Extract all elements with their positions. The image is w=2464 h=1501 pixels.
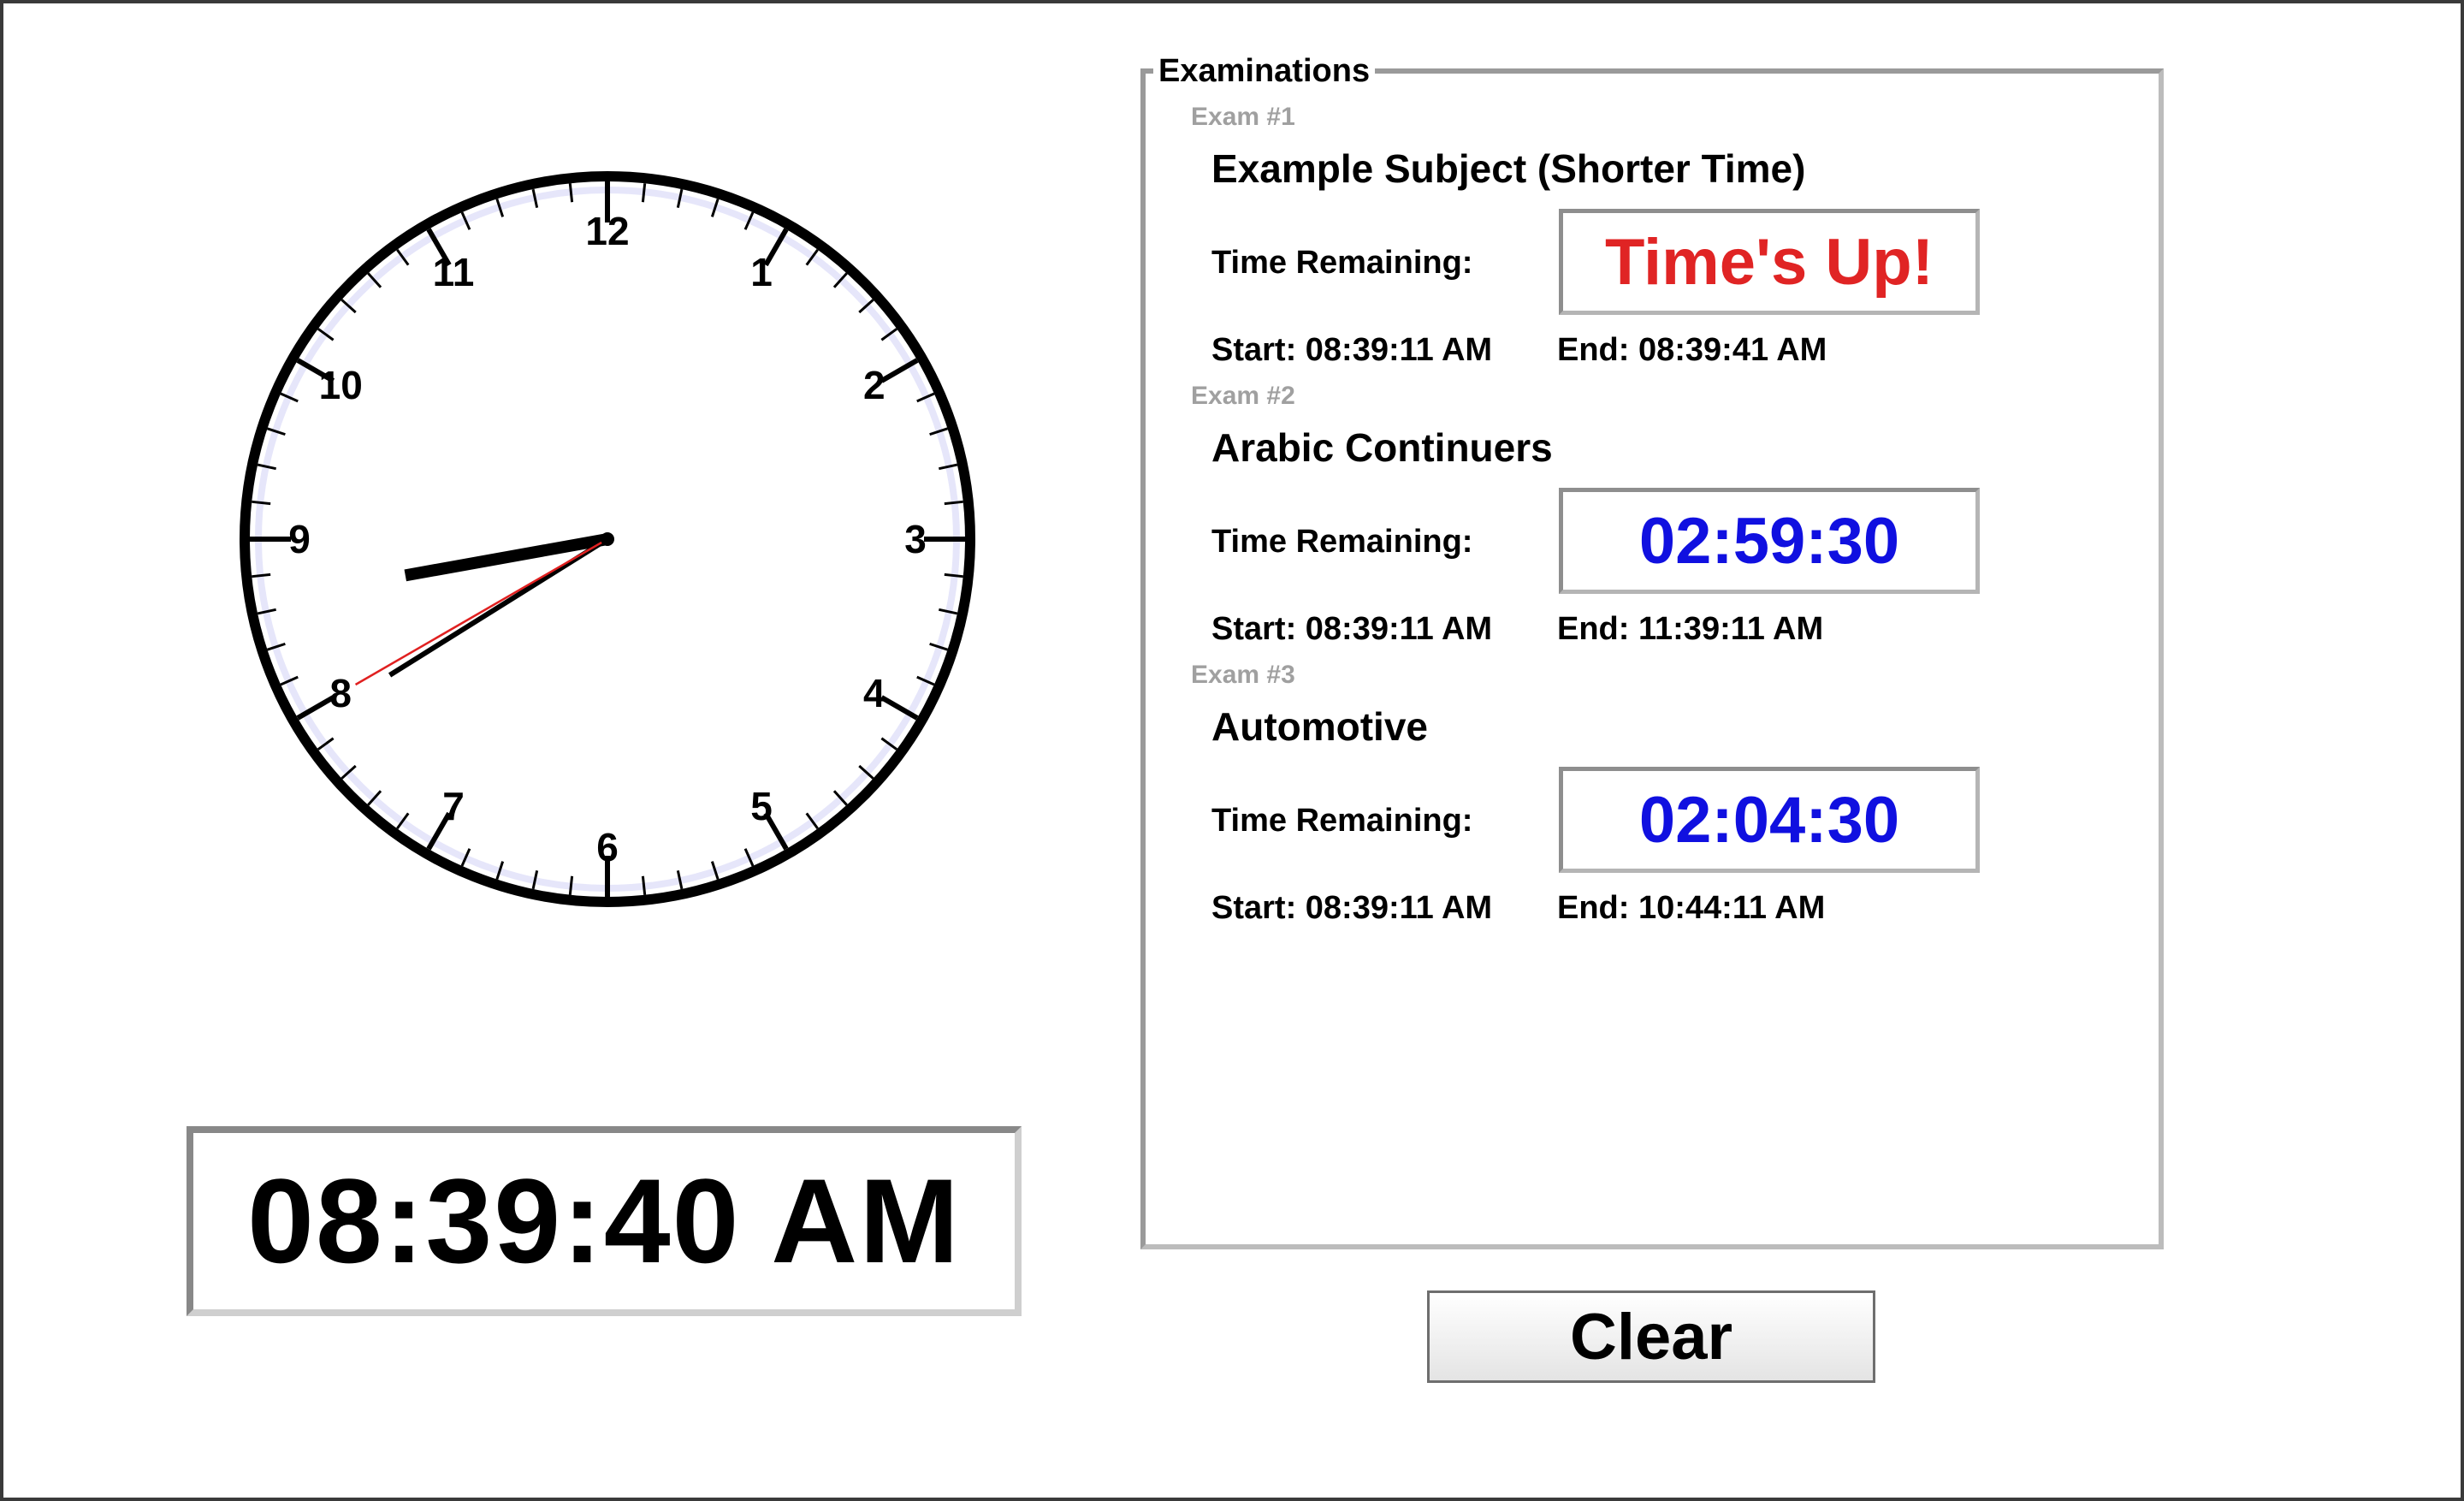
clock-minute-tick (676, 870, 684, 890)
clock-numeral: 2 (863, 363, 886, 407)
clock-minute-tick (531, 870, 539, 890)
exam-number: Exam #3 (1191, 661, 1295, 689)
clock-minute-tick (880, 328, 898, 341)
clock-minute-tick (929, 642, 949, 651)
clock-numeral: 9 (288, 517, 311, 561)
clock-numeral: 11 (433, 250, 475, 294)
clock-minute-tick (743, 211, 755, 230)
clock-hour-tick (296, 695, 335, 721)
clock-minute-tick (341, 764, 357, 780)
clock-hands (354, 532, 614, 686)
clock-numeral: 8 (329, 671, 352, 715)
clock-minute-tick (495, 861, 505, 881)
examinations-panel (1140, 68, 2164, 1249)
clock-minute-tick (929, 427, 949, 436)
clock-minute-tick (396, 248, 410, 266)
clock-hour-hand (404, 533, 609, 582)
clock-hour-tick (763, 811, 789, 851)
clock-minute-tick (460, 211, 471, 230)
exam-subject: Automotive (1211, 704, 1428, 749)
clock-minute-tick (832, 790, 848, 806)
clock-hour-tick (880, 695, 919, 721)
clock-minute-tick (266, 427, 286, 436)
clock-center-pin (601, 532, 614, 546)
clock-hour-tick (880, 358, 919, 383)
exam-end-time: End: 08:39:41 AM (1557, 332, 1827, 368)
clock-minute-tick (341, 299, 357, 314)
clock-minute-tick (495, 198, 505, 217)
clock-hour-tick (426, 811, 452, 851)
clock-minute-tick (916, 392, 935, 403)
clock-minute-tick (858, 299, 874, 314)
clock-tick-marks (250, 181, 965, 897)
clock-minute-tick (266, 642, 286, 651)
clock-minute-tick (676, 188, 684, 208)
clock-numeral: 1 (750, 250, 773, 294)
time-remaining-display: 02:59:30 (1559, 488, 1980, 594)
clock-minute-tick (743, 848, 755, 867)
exam-end-time: End: 11:39:11 AM (1557, 611, 1824, 647)
time-remaining-label: Time Remaining: (1211, 803, 1473, 839)
exam-subject: Example Subject (Shorter Time) (1211, 146, 1806, 191)
time-remaining-label: Time Remaining: (1211, 524, 1473, 560)
clock-minute-tick (568, 875, 574, 895)
clock-numeral: 5 (750, 784, 773, 828)
clock-numeral: 7 (442, 784, 465, 828)
clock-numeral: 10 (319, 363, 363, 407)
examinations-legend: Examinations (1153, 53, 1376, 90)
clock-minute-tick (641, 183, 647, 203)
clock-minute-tick (880, 737, 898, 750)
exam-start-time: Start: 08:39:11 AM (1211, 332, 1493, 368)
clock-numeral: 3 (904, 517, 927, 561)
clock-minute-tick (252, 573, 271, 578)
clock-minute-tick (280, 392, 299, 403)
clock-minute-tick (944, 573, 963, 578)
clock-minute-tick (257, 463, 276, 471)
clock-minute-tick (367, 272, 382, 288)
clock-minute-tick (710, 861, 720, 881)
digital-clock-display: 08:39:40 AM (187, 1126, 1022, 1316)
clock-numeral: 4 (863, 671, 886, 715)
clock-minute-tick (944, 500, 963, 506)
clock-minute-tick (858, 764, 874, 780)
exam-start-time: Start: 08:39:11 AM (1211, 890, 1493, 926)
exam-number: Exam #2 (1191, 382, 1295, 410)
clock-second-hand (354, 537, 608, 686)
clock-minute-tick (252, 500, 271, 506)
clock-minute-tick (280, 675, 299, 686)
clock-minute-tick (317, 737, 335, 750)
clock-hour-tick (426, 228, 452, 267)
clock-hour-tick (296, 358, 335, 383)
exam-end-time: End: 10:44:11 AM (1557, 890, 1826, 926)
clock-minute-tick (317, 328, 335, 341)
clock-minute-tick (568, 183, 574, 203)
clock-minute-tick (916, 675, 935, 686)
time-remaining-display: Time's Up! (1559, 209, 1980, 315)
clock-minute-tick (257, 608, 276, 615)
clear-button[interactable]: Clear (1427, 1290, 1875, 1383)
clock-minute-tick (460, 848, 471, 867)
exam-number: Exam #1 (1191, 103, 1295, 131)
clock-numeral: 12 (585, 209, 629, 253)
exam-start-time: Start: 08:39:11 AM (1211, 611, 1493, 647)
clock-numeral: 6 (596, 825, 619, 869)
clock-minute-hand (388, 537, 609, 678)
clock-minute-tick (832, 272, 848, 288)
exam-subject: Arabic Continuers (1211, 425, 1553, 470)
time-remaining-display: 02:04:30 (1559, 767, 1980, 873)
clock-minute-tick (805, 248, 819, 266)
clock-minute-tick (805, 812, 819, 830)
clock-hour-tick (763, 228, 789, 267)
clock-minute-tick (710, 198, 720, 217)
clock-minute-tick (367, 790, 382, 806)
clock-minute-tick (396, 812, 410, 830)
clock-minute-tick (531, 188, 539, 208)
clock-minute-tick (641, 875, 647, 895)
clock-minute-tick (939, 463, 958, 471)
time-remaining-label: Time Remaining: (1211, 245, 1473, 281)
clock-minute-tick (939, 608, 958, 615)
